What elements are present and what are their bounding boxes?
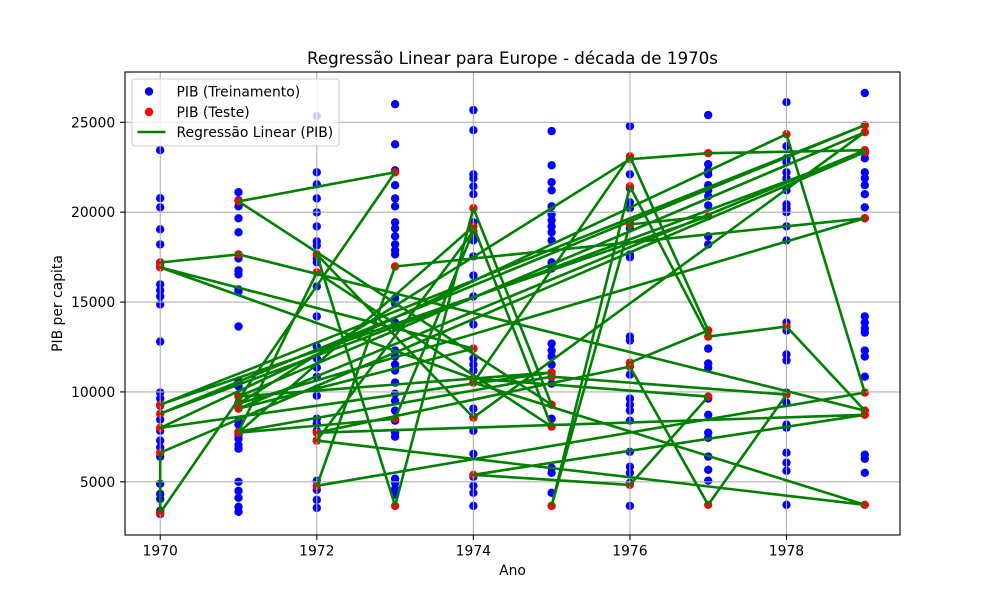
y-axis: 5000 10000 15000 20000 25000	[71, 115, 125, 491]
y-tick-label: 15000	[71, 295, 115, 311]
training-point	[390, 224, 400, 233]
training-point	[704, 201, 713, 210]
y-axis-label: PIB per capita	[50, 255, 66, 352]
training-point	[547, 161, 556, 170]
training-point	[390, 478, 400, 488]
y-tick-label: 5000	[80, 475, 115, 491]
legend-label-test: PIB (Teste)	[177, 105, 250, 121]
training-point	[234, 214, 243, 223]
legend-label-training: PIB (Treinamento)	[177, 85, 301, 101]
training-point	[860, 154, 869, 163]
y-tick-label: 25000	[71, 115, 115, 131]
training-point	[860, 174, 869, 183]
training-point	[860, 454, 869, 463]
legend-marker-training	[144, 87, 154, 96]
training-point	[547, 468, 556, 477]
training-point	[547, 178, 556, 187]
training-point	[860, 88, 869, 98]
training-point	[390, 232, 400, 241]
training-point	[547, 222, 556, 231]
training-point	[860, 312, 869, 321]
x-tick-label: 1972	[299, 544, 334, 560]
training-point	[860, 203, 869, 212]
training-point	[234, 444, 243, 453]
training-point	[234, 322, 243, 331]
x-axis-label: Ano	[499, 563, 526, 579]
x-tick-label: 1974	[456, 544, 492, 560]
training-point	[860, 468, 869, 477]
training-point	[234, 493, 243, 502]
regression-line-layer	[158, 123, 867, 515]
regression-line	[158, 123, 867, 515]
training-point	[234, 507, 243, 516]
training-point	[547, 346, 556, 355]
training-point	[390, 432, 400, 441]
training-point	[390, 181, 400, 190]
training-point	[234, 486, 243, 495]
x-tick-label: 1976	[612, 544, 647, 560]
training-point	[234, 188, 243, 197]
training-point	[860, 372, 869, 381]
training-point	[860, 352, 869, 361]
training-point	[860, 168, 869, 177]
training-point	[547, 228, 556, 237]
y-tick-label: 20000	[71, 205, 115, 221]
training-point	[704, 160, 713, 169]
training-point	[390, 194, 400, 203]
training-point	[860, 190, 869, 199]
training-point	[860, 318, 869, 327]
axes-frame	[124, 71, 901, 536]
training-point	[704, 344, 713, 353]
training-point	[704, 476, 713, 485]
training-point	[704, 110, 713, 120]
training-point	[547, 126, 556, 136]
legend: PIB (Treinamento) PIB (Teste) Regressão …	[131, 78, 340, 147]
training-point	[234, 434, 243, 443]
training-point	[860, 328, 869, 337]
training-point	[390, 484, 400, 493]
training-point	[234, 270, 243, 279]
legend-marker-test	[144, 107, 154, 117]
training-point	[860, 346, 869, 355]
x-tick-label: 1970	[143, 544, 178, 560]
training-point	[547, 186, 556, 195]
y-tick-label: 10000	[71, 385, 115, 401]
training-point	[704, 410, 713, 419]
training-point	[547, 339, 556, 348]
training-point	[390, 360, 400, 369]
training-point	[390, 240, 400, 249]
x-axis: 1970 1972 1974 1976 1978	[143, 535, 804, 560]
training-point	[390, 250, 400, 259]
training-point	[390, 100, 400, 109]
legend-box	[131, 78, 340, 147]
x-tick-label: 1978	[769, 544, 804, 560]
training-point	[390, 202, 400, 211]
training-point	[390, 140, 400, 149]
training-point	[704, 465, 713, 474]
training-point	[860, 181, 869, 190]
chart-title: Regressão Linear para Europe - década de…	[307, 48, 718, 68]
training-point	[547, 216, 556, 225]
legend-label-regression: Regressão Linear (PIB)	[177, 125, 334, 141]
training-point	[234, 228, 243, 237]
training-point	[390, 218, 400, 227]
